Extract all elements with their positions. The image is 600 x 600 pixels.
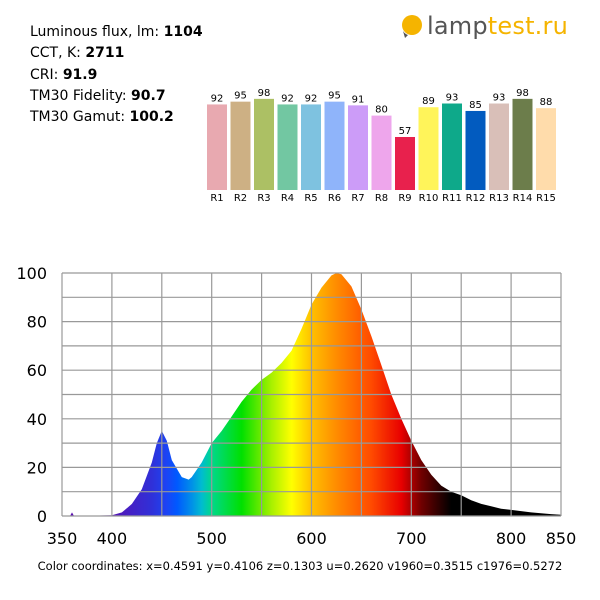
stat-tm30-fidelity: TM30 Fidelity: 90.7 <box>30 86 203 107</box>
x-tick-label: 600 <box>296 529 327 548</box>
cri-bar-chart: 92 R1 95 R2 98 R3 92 R4 92 R5 95 R6 91 R7 80 R8 57 R9 89 R1… <box>207 88 556 204</box>
cri-bar-R11 <box>442 103 462 190</box>
cri-value-label: 92 <box>211 93 224 104</box>
cri-value-label: 85 <box>469 100 482 111</box>
color-coordinates: Color coordinates: x=0.4591 y=0.4106 z=0… <box>37 559 563 573</box>
cri-category-label: R6 <box>328 193 341 204</box>
cri-value-label: 80 <box>375 105 388 116</box>
cri-bar-R12 <box>465 110 486 190</box>
bulb-icon <box>402 15 422 38</box>
stat-label: TM30 Fidelity: <box>30 87 132 104</box>
cri-bar-R3 <box>254 98 274 190</box>
x-tick-label: 400 <box>97 529 128 548</box>
cri-bar-R6 <box>324 101 345 190</box>
cri-bar-R1 <box>207 104 227 190</box>
cri-category-label: R8 <box>375 193 388 204</box>
cri-category-label: R7 <box>351 193 364 204</box>
cri-bar-R15 <box>536 108 556 190</box>
cri-bar-R14 <box>512 98 533 190</box>
cri-value-label: 91 <box>352 94 365 105</box>
cri-category-label: R15 <box>536 193 556 204</box>
cri-bar-R5 <box>301 104 321 190</box>
cri-category-label: R9 <box>398 193 411 204</box>
cri-bar-R10 <box>418 107 439 190</box>
stat-value: 1104 <box>163 24 203 40</box>
y-tick-label: 80 <box>27 313 47 332</box>
stat-label: CCT, K: <box>30 45 86 62</box>
stat-label: CRI: <box>30 66 63 83</box>
stat-tm30-gamut: TM30 Gamut: 100.2 <box>30 107 203 128</box>
cri-bar-R9 <box>395 136 415 190</box>
cri-bar-R13 <box>489 103 509 190</box>
stat-label: Luminous flux, lm: <box>30 24 164 40</box>
stat-value: 90.7 <box>131 87 166 104</box>
cri-value-label: 93 <box>446 93 459 104</box>
y-tick-label: 40 <box>27 410 47 429</box>
cri-value-label: 88 <box>540 97 553 108</box>
stat-label: TM30 Gamut: <box>30 109 130 126</box>
x-tick-label: 800 <box>496 529 527 548</box>
x-tick-label: 350 <box>47 529 78 548</box>
cri-value-label: 98 <box>516 88 529 99</box>
cri-value-label: 92 <box>281 93 294 104</box>
stat-value: 100.2 <box>129 109 174 126</box>
cri-value-label: 92 <box>305 93 318 104</box>
cri-category-label: R11 <box>442 193 462 204</box>
y-tick-label: 0 <box>37 507 47 526</box>
cri-bar-R7 <box>348 105 368 190</box>
cri-bar-R8 <box>371 115 392 190</box>
cri-category-label: R3 <box>257 193 270 204</box>
spectrum-chart: 0 20 40 60 80 100 350 400 500 600 700 800 850 <box>16 264 577 548</box>
stat-cct: CCT, K: 2711 <box>30 43 203 64</box>
x-tick-label: 700 <box>396 529 427 548</box>
cri-category-label: R14 <box>513 193 533 204</box>
stat-value: 2711 <box>85 45 125 62</box>
x-tick-label: 500 <box>196 529 227 548</box>
cri-value-label: 98 <box>258 88 271 99</box>
x-tick-label: 850 <box>546 529 577 548</box>
stat-cri: CRI: 91.9 <box>30 65 203 86</box>
cri-category-label: R10 <box>419 193 439 204</box>
lamptest-logo[interactable]: lamp test.ru <box>398 12 568 40</box>
cri-value-label: 95 <box>234 91 247 102</box>
logo-text-lamp: lamp <box>427 12 488 40</box>
y-tick-label: 20 <box>27 458 47 477</box>
cri-bar-R2 <box>230 101 251 190</box>
cri-category-label: R1 <box>210 193 223 204</box>
y-tick-label: 100 <box>16 264 47 283</box>
cri-value-label: 57 <box>399 126 412 137</box>
cri-value-label: 89 <box>422 96 435 107</box>
cri-category-label: R2 <box>234 193 247 204</box>
logo-text-test: test.ru <box>487 12 568 40</box>
cri-category-label: R4 <box>281 193 294 204</box>
stat-luminous-flux: Luminous flux, lm: 1104 <box>30 22 203 43</box>
measurement-stats: Luminous flux, lm: 1104 CCT, K: 2711 CRI… <box>30 22 203 128</box>
stat-value: 91.9 <box>62 66 98 83</box>
cri-value-label: 93 <box>493 93 506 104</box>
cri-bar-R4 <box>277 104 298 190</box>
cri-value-label: 95 <box>328 91 341 102</box>
cri-category-label: R5 <box>304 193 317 204</box>
cri-category-label: R12 <box>466 193 486 204</box>
cri-category-label: R13 <box>489 193 509 204</box>
y-tick-label: 60 <box>27 361 47 380</box>
